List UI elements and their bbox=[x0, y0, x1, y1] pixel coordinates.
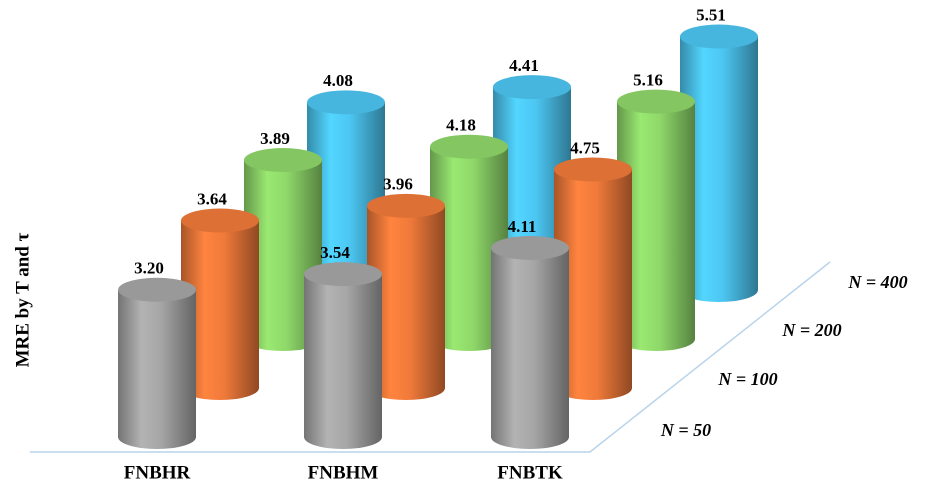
cylinder-top bbox=[680, 24, 758, 49]
y-axis-label: MRE by T and τ bbox=[12, 232, 33, 367]
cylinder bbox=[307, 90, 385, 302]
data-label: 3.54 bbox=[320, 243, 350, 262]
cylinder bbox=[554, 157, 632, 400]
cylinder bbox=[181, 208, 259, 400]
cylinder bbox=[617, 89, 695, 351]
legend-label: N = 50 bbox=[660, 420, 711, 440]
cylinder-top bbox=[617, 89, 695, 114]
cylinder-body bbox=[304, 274, 382, 449]
cylinder-body bbox=[118, 289, 196, 449]
x-tick-label: FNBHM bbox=[308, 462, 379, 483]
cylinder-top bbox=[367, 193, 445, 218]
cylinder-body bbox=[680, 36, 758, 302]
cylinder bbox=[304, 262, 382, 449]
cylinder-top bbox=[554, 157, 632, 182]
data-label: 4.41 bbox=[509, 56, 539, 75]
cylinder-body bbox=[554, 169, 632, 400]
cylinder-body bbox=[367, 205, 445, 400]
data-label: 4.08 bbox=[323, 71, 353, 90]
cylinder-body bbox=[244, 160, 322, 351]
x-tick-label: FNBHR bbox=[124, 462, 191, 483]
cylinder-top bbox=[307, 90, 385, 115]
data-label: 3.89 bbox=[260, 129, 290, 148]
legend-label: N = 100 bbox=[717, 369, 777, 389]
data-label: 4.75 bbox=[570, 138, 600, 157]
data-label: 5.16 bbox=[633, 71, 663, 90]
cylinder-top bbox=[491, 235, 569, 260]
legend-label: N = 200 bbox=[781, 320, 841, 340]
cylinder-body bbox=[491, 247, 569, 449]
cylinder-body bbox=[181, 220, 259, 400]
floor bbox=[30, 261, 831, 453]
cylinder-top bbox=[430, 134, 508, 159]
data-label: 4.11 bbox=[508, 217, 537, 236]
cylinder-top bbox=[181, 208, 259, 233]
cylinder bbox=[118, 277, 196, 449]
cylinder bbox=[430, 134, 508, 351]
data-label: 3.64 bbox=[197, 189, 227, 208]
legend-label: N = 400 bbox=[847, 272, 907, 292]
cylinder-top bbox=[304, 262, 382, 287]
cylinder bbox=[680, 24, 758, 302]
data-label: 3.20 bbox=[134, 259, 164, 278]
cylinder bbox=[244, 148, 322, 351]
cylinder-top bbox=[118, 277, 196, 302]
cylinder bbox=[491, 235, 569, 449]
x-tick-label: FNBTK bbox=[497, 462, 563, 483]
data-label: 4.18 bbox=[446, 116, 476, 135]
cylinder bbox=[367, 193, 445, 400]
cylinder-body bbox=[617, 101, 695, 351]
cylinder-top bbox=[493, 75, 571, 100]
cylinder-top bbox=[244, 148, 322, 173]
data-label: 3.96 bbox=[383, 175, 413, 194]
cylinder-body bbox=[430, 146, 508, 351]
data-label: 5.51 bbox=[696, 5, 726, 24]
cylinder-body bbox=[307, 102, 385, 302]
